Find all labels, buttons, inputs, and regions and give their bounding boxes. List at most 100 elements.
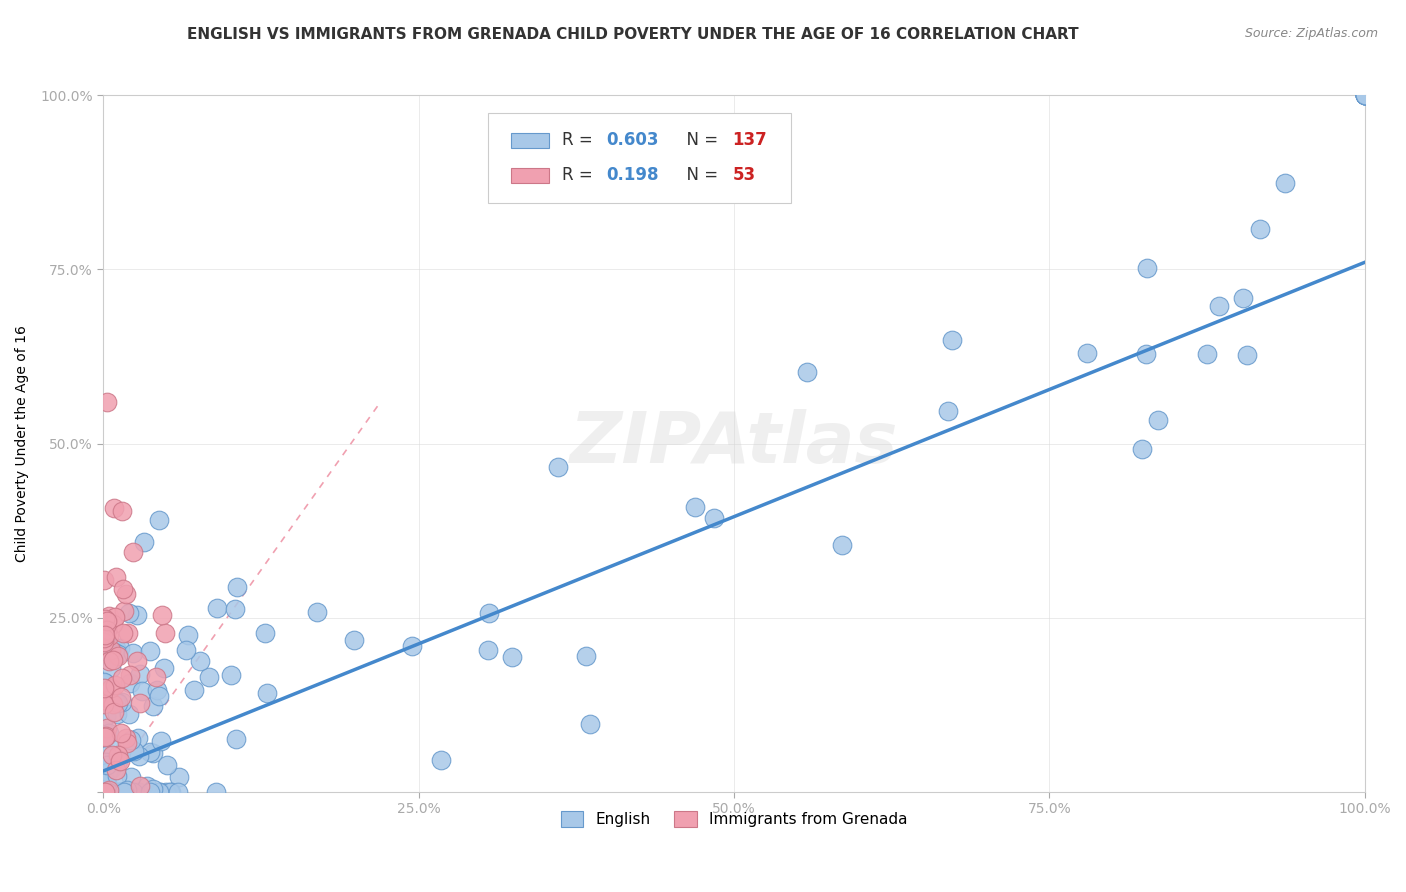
Point	[1236, 348, 1258, 362]
Point	[105, 785, 128, 799]
Point	[156, 758, 179, 772]
Point	[1195, 347, 1218, 361]
Point	[115, 736, 138, 750]
Point	[93, 628, 115, 642]
Point	[93, 676, 115, 690]
Point	[148, 689, 170, 703]
Point	[96, 722, 118, 736]
Point	[97, 609, 120, 624]
Point	[122, 545, 145, 559]
Point	[138, 644, 160, 658]
Point	[93, 574, 115, 588]
Point	[105, 706, 128, 721]
Point	[155, 785, 177, 799]
Point	[93, 690, 115, 704]
Point	[139, 785, 162, 799]
Point	[100, 785, 122, 799]
Point	[111, 671, 134, 685]
Point	[703, 511, 725, 525]
Point	[93, 785, 115, 799]
Point	[96, 614, 118, 628]
Point	[97, 765, 120, 780]
Point	[100, 785, 122, 799]
Point	[121, 646, 143, 660]
Text: 137: 137	[733, 131, 768, 149]
Point	[118, 606, 141, 620]
Point	[93, 698, 115, 712]
Point	[1354, 88, 1376, 103]
Point	[105, 694, 128, 708]
Point	[131, 683, 153, 698]
Point	[127, 785, 149, 799]
Point	[225, 732, 247, 747]
Point	[1232, 291, 1254, 305]
Point	[219, 667, 242, 681]
Point	[118, 668, 141, 682]
Point	[1135, 347, 1157, 361]
Point	[169, 770, 191, 784]
Point	[122, 785, 145, 799]
Point	[93, 675, 115, 690]
Point	[177, 628, 200, 642]
Point	[108, 754, 131, 768]
Point	[174, 643, 197, 657]
Point	[148, 785, 170, 799]
Point	[115, 587, 138, 601]
Point	[938, 403, 960, 417]
Point	[96, 758, 118, 772]
Point	[115, 785, 138, 799]
Point	[108, 785, 131, 799]
Point	[96, 623, 118, 637]
Point	[105, 641, 128, 656]
Point	[104, 610, 127, 624]
Point	[105, 694, 128, 708]
Text: Source: ZipAtlas.com: Source: ZipAtlas.com	[1244, 27, 1378, 40]
Point	[112, 603, 135, 617]
Point	[501, 649, 523, 664]
Point	[112, 582, 135, 596]
FancyBboxPatch shape	[510, 133, 550, 148]
Point	[120, 770, 142, 784]
Point	[107, 748, 129, 763]
Point	[114, 731, 136, 745]
Point	[120, 733, 142, 747]
Point	[94, 730, 117, 744]
Point	[129, 667, 152, 681]
Point	[104, 570, 127, 584]
Y-axis label: Child Poverty Under the Age of 16: Child Poverty Under the Age of 16	[15, 325, 30, 562]
Point	[1354, 88, 1376, 103]
Point	[94, 755, 117, 769]
Point	[579, 717, 602, 731]
Point	[124, 744, 146, 758]
Point	[153, 661, 176, 675]
Point	[127, 731, 149, 746]
Point	[94, 755, 117, 769]
Point	[135, 779, 157, 793]
Point	[100, 643, 122, 657]
Text: ENGLISH VS IMMIGRANTS FROM GRENADA CHILD POVERTY UNDER THE AGE OF 16 CORRELATION: ENGLISH VS IMMIGRANTS FROM GRENADA CHILD…	[187, 27, 1078, 42]
Point	[98, 654, 121, 668]
Point	[226, 580, 249, 594]
Point	[120, 676, 142, 690]
Point	[142, 781, 165, 796]
Point	[94, 774, 117, 789]
Point	[1354, 88, 1376, 103]
Point	[1354, 88, 1376, 103]
Point	[110, 726, 132, 740]
Point	[111, 626, 134, 640]
Point	[107, 755, 129, 769]
Point	[134, 535, 156, 549]
Point	[94, 708, 117, 723]
Point	[94, 612, 117, 626]
Text: N =: N =	[676, 166, 723, 185]
Point	[159, 785, 181, 799]
Point	[941, 333, 963, 347]
Text: 0.198: 0.198	[606, 166, 659, 185]
Point	[96, 776, 118, 790]
Point	[1130, 442, 1153, 456]
Point	[100, 661, 122, 675]
Point	[100, 732, 122, 747]
Point	[110, 785, 132, 799]
Point	[127, 785, 149, 799]
Point	[1136, 260, 1159, 275]
